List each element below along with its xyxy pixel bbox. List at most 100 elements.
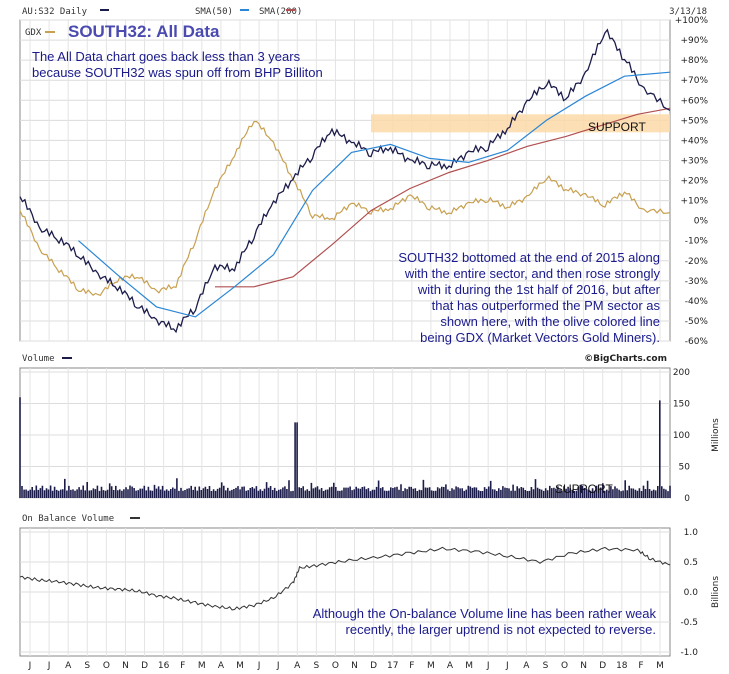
x-tick-label: J [257, 661, 261, 671]
volume-ytick-label: 150 [673, 400, 690, 410]
chart-title: SOUTH32: All Data [68, 22, 220, 41]
symbol-label: AU:S32 Daily [22, 7, 88, 17]
volume-bars [19, 397, 671, 498]
price-ytick-label: -30% [685, 277, 709, 287]
x-tick-label: O [103, 661, 110, 671]
note-spinoff-2: because SOUTH32 was spun off from BHP Bi… [32, 65, 323, 80]
x-tick-label: N [351, 661, 358, 671]
price-ytick-label: +40% [680, 136, 708, 146]
volume-ytick-label: 100 [673, 431, 690, 441]
sma50-legend-swatch [240, 9, 249, 11]
note-bottom-3: with it during the 1st half of 2016, but… [417, 282, 661, 297]
price-ytick-label: -50% [685, 317, 709, 327]
sma200-legend-swatch [286, 9, 295, 11]
price-ytick-label: +90% [680, 36, 708, 46]
x-tick-label: M [656, 661, 664, 671]
x-tick-label: 16 [158, 661, 170, 671]
x-tick-label: M [236, 661, 244, 671]
note-spinoff-1: The All Data chart goes back less than 3… [32, 49, 301, 64]
x-tick-label: J [505, 661, 509, 671]
support-volume-label: SUPPORT [555, 482, 613, 496]
sma50-label: SMA(50) [195, 7, 233, 17]
volume-ytick-label: 200 [673, 368, 690, 378]
volume-label: Volume [22, 354, 55, 364]
sma200-label: SMA(200) [259, 7, 302, 17]
x-tick-label: J [28, 661, 32, 671]
x-tick-label: A [218, 661, 225, 671]
bigcharts-credit: ©BigCharts.com [584, 354, 667, 364]
x-tick-label: D [599, 661, 606, 671]
obv-ytick-label: 0.5 [684, 558, 698, 568]
obv-ytick-label: 1.0 [684, 528, 699, 538]
obv-ytick-label: -1.0 [680, 648, 698, 658]
x-tick-label: M [465, 661, 473, 671]
volume-ytick-label: 50 [679, 463, 691, 473]
volume-unit: Millions [711, 418, 721, 452]
header-date: 3/13/18 [669, 7, 707, 17]
x-tick-label: M [427, 661, 435, 671]
obv-panel: On Balance Volume 1.0 0.5 0.0 -0.5 -1.0 Alth… [19, 514, 721, 658]
gdx-label: GDX [25, 28, 42, 38]
price-ytick-label: +80% [680, 56, 708, 66]
x-tick-label: 18 [616, 661, 628, 671]
price-panel: +100% +90% +80% +70% +60% +50% +40% +30% +20% +10… [19, 16, 709, 347]
x-tick-label: A [294, 661, 301, 671]
price-ytick-label: +70% [680, 76, 708, 86]
x-tick-label: A [523, 661, 530, 671]
x-tick-label: A [65, 661, 72, 671]
price-ytick-label: -20% [685, 257, 709, 267]
x-axis-labels: J J A S O N D 16 F M A M J J A S O N D 17 F M A M J J A S O N D 18 F M [28, 661, 664, 671]
x-tick-label: 17 [387, 661, 398, 671]
x-tick-label: S [84, 661, 90, 671]
x-tick-label: J [276, 661, 280, 671]
x-tick-label: M [198, 661, 206, 671]
price-ytick-label: +60% [680, 96, 708, 106]
note-bottom-5: shown here, with the olive colored line [440, 314, 660, 329]
price-ytick-label: -60% [685, 337, 709, 347]
note-bottom-1: SOUTH32 bottomed at the end of 2015 alon… [398, 250, 660, 265]
x-tick-label: F [638, 661, 643, 671]
price-ytick-label: +50% [680, 116, 708, 126]
x-tick-label: F [409, 661, 414, 671]
support-label: SUPPORT [588, 120, 646, 134]
price-legend-swatch [100, 9, 109, 11]
obv-ytick-label: -0.5 [680, 618, 698, 628]
gdx-line [19, 120, 671, 297]
volume-panel: Volume ©BigCharts.com 200 150 100 50 0 SUPPO… [19, 354, 721, 504]
note-bottom-4: that has outperformed the PM sector as [432, 298, 661, 313]
obv-legend-swatch [130, 517, 140, 519]
x-tick-label: F [180, 661, 185, 671]
obv-label: On Balance Volume [22, 514, 114, 524]
price-ytick-label: 0% [694, 217, 709, 227]
sma200-line [215, 107, 671, 288]
note-bottom-6: being GDX (Market Vectors Gold Miners). [420, 330, 660, 345]
volume-ytick-label: 0 [684, 494, 690, 504]
obv-note-2: recently, the larger uptrend is not expe… [346, 622, 656, 637]
x-tick-label: S [543, 661, 549, 671]
x-tick-label: D [370, 661, 377, 671]
obv-unit: Billions [711, 576, 721, 608]
price-ytick-label: +30% [680, 156, 708, 166]
x-tick-label: S [314, 661, 320, 671]
price-ytick-label: +10% [680, 197, 708, 207]
obv-ytick-label: 0.0 [684, 588, 699, 598]
price-line [19, 28, 671, 334]
price-ytick-label: +100% [675, 16, 709, 26]
note-bottom-2: with the entire sector, and then rose st… [404, 266, 661, 281]
x-tick-label: N [122, 661, 129, 671]
price-ytick-label: -40% [685, 297, 709, 307]
obv-line [19, 546, 671, 611]
sma50-line [78, 71, 671, 318]
gdx-legend-swatch [45, 31, 55, 33]
x-tick-label: J [486, 661, 490, 671]
volume-legend-swatch [62, 357, 72, 359]
x-tick-label: A [447, 661, 454, 671]
price-ytick-label: +20% [680, 177, 708, 187]
x-tick-label: O [561, 661, 568, 671]
x-tick-label: D [141, 661, 148, 671]
obv-note-1: Although the On-balance Volume line has … [313, 606, 657, 621]
x-tick-label: O [332, 661, 339, 671]
x-tick-label: J [47, 661, 51, 671]
price-ytick-label: -10% [685, 237, 709, 247]
